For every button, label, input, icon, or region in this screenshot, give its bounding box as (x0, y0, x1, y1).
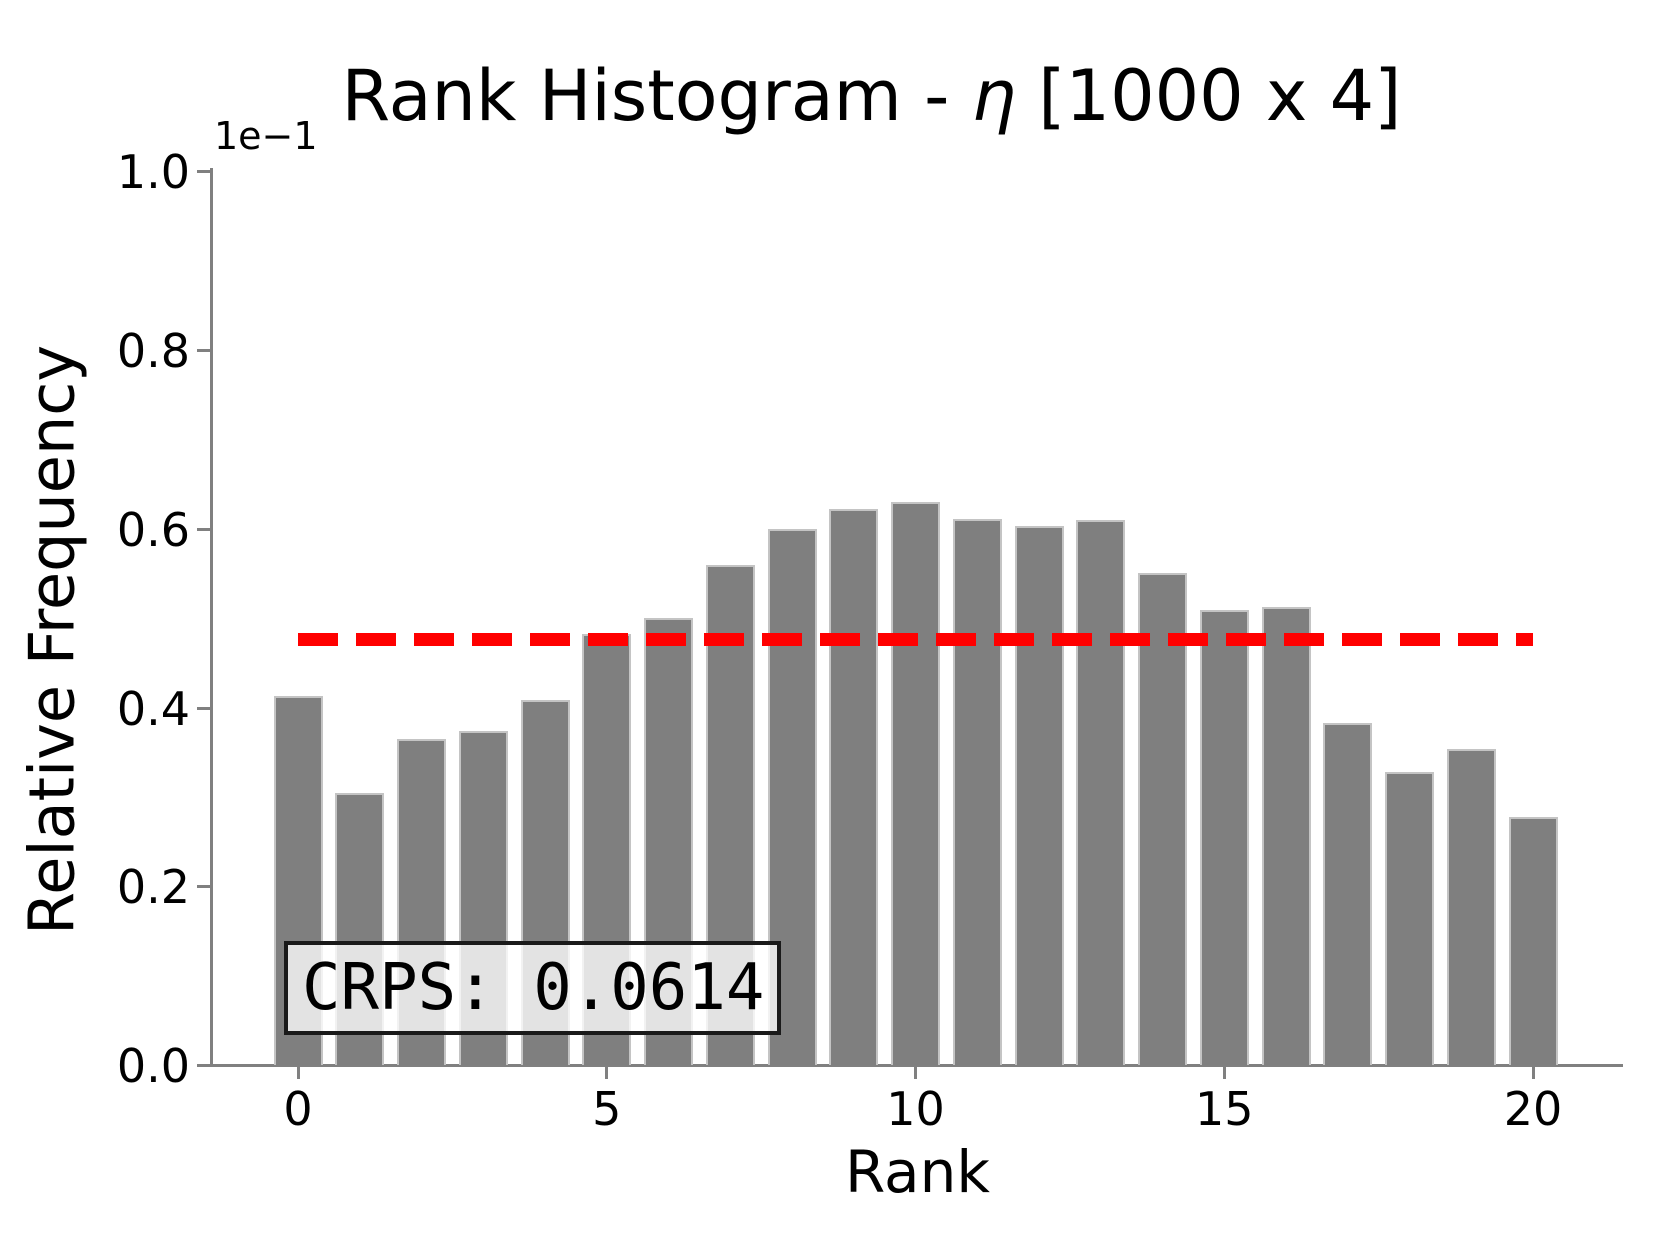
uniform-reference-dashed-line (298, 632, 1533, 646)
crps-annotation-text: CRPS: 0.0614 (302, 951, 765, 1025)
histogram-bar-rank-13 (1076, 519, 1126, 1065)
histogram-bar-rank-12 (1014, 525, 1064, 1065)
histogram-bar-rank-20 (1508, 817, 1558, 1065)
x-tick-label: 15 (1194, 1082, 1254, 1136)
x-tick-label: 5 (592, 1082, 622, 1136)
histogram-bar-rank-14 (1138, 573, 1187, 1065)
x-tick-label: 20 (1503, 1082, 1563, 1136)
chart-title-eta-symbol: η (971, 55, 1016, 137)
crps-annotation-box: CRPS: 0.0614 (284, 941, 781, 1035)
y-tick-label: 0.6 (116, 503, 190, 557)
x-tick-mark (1531, 1067, 1535, 1079)
y-axis-spine (210, 168, 213, 1067)
y-tick-label: 0.4 (116, 682, 190, 736)
histogram-bar-rank-16 (1261, 607, 1311, 1065)
x-axis-label: Rank (845, 1138, 990, 1206)
y-tick-mark (197, 706, 211, 710)
y-tick-label: 0.2 (116, 860, 190, 914)
y-axis-label: Relative Frequency (15, 344, 89, 936)
y-tick-mark (197, 169, 211, 173)
histogram-bar-rank-15 (1199, 609, 1249, 1065)
y-tick-mark (197, 348, 211, 352)
histogram-bar-rank-10 (891, 501, 940, 1065)
y-tick-mark (197, 884, 211, 888)
y-tick-label: 0.8 (116, 324, 190, 378)
y-tick-label: 0.0 (116, 1039, 190, 1093)
x-tick-mark (605, 1067, 609, 1079)
histogram-bar-rank-17 (1323, 722, 1373, 1065)
y-tick-mark (197, 527, 211, 531)
histogram-bar-rank-18 (1385, 771, 1434, 1065)
histogram-bar-rank-19 (1446, 749, 1496, 1065)
chart-title-suffix: [1000 x 4] (1015, 55, 1402, 137)
chart-title: Rank Histogram - η [1000 x 4] (166, 58, 1577, 135)
y-axis-offset-text: 1e−1 (214, 114, 318, 158)
x-tick-label: 10 (886, 1082, 945, 1136)
y-tick-label: 1.0 (116, 145, 190, 199)
chart-title-prefix: Rank Histogram - (341, 55, 972, 137)
x-tick-mark (1222, 1067, 1226, 1079)
x-axis-spine (210, 1064, 1623, 1067)
x-tick-mark (296, 1067, 300, 1079)
histogram-bar-rank-11 (952, 518, 1002, 1065)
y-tick-mark (197, 1063, 211, 1067)
histogram-bar-rank-9 (829, 508, 879, 1065)
x-tick-label: 0 (283, 1082, 313, 1136)
x-tick-mark (914, 1067, 917, 1079)
